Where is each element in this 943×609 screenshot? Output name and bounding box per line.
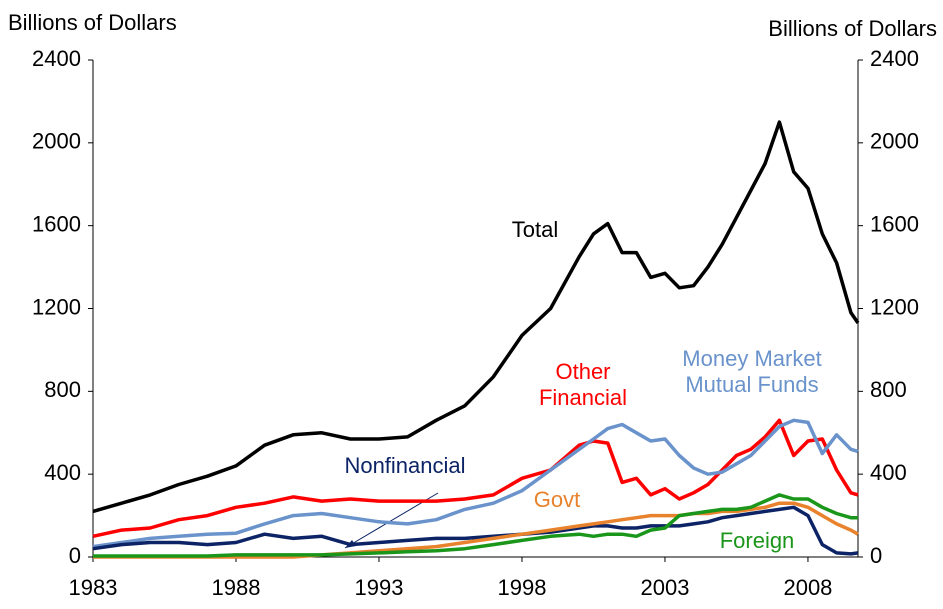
series-line: [93, 493, 858, 558]
x-tick-label: 2003: [640, 575, 689, 600]
series-label: Foreign: [719, 528, 795, 553]
y2-tick-label: 400: [870, 460, 907, 485]
series-line: [92, 120, 860, 514]
series-label: Govt: [533, 487, 581, 512]
y-tick-label: 2400: [32, 46, 81, 71]
series-line: [92, 418, 859, 549]
series-line: [92, 505, 859, 556]
y2-tick-label: 1200: [870, 294, 919, 319]
y-axis-label: Billions of Dollars: [8, 10, 177, 35]
y2-tick-label: 0: [870, 543, 882, 568]
y2-tick-label: 1600: [870, 211, 919, 236]
y-tick-label: 2000: [32, 129, 81, 154]
series-label: Total: [511, 217, 559, 242]
x-tick-label: 2008: [783, 575, 832, 600]
x-tick-label: 1988: [212, 575, 261, 600]
y2-tick-label: 800: [870, 377, 907, 402]
y2-tick-label: 2400: [870, 46, 919, 71]
x-tick-label: 1998: [497, 575, 546, 600]
y-tick-label: 400: [44, 460, 81, 485]
y-tick-label: 0: [69, 543, 81, 568]
series-label: Money Market Mutual Funds: [682, 346, 822, 397]
y-tick-label: 1200: [32, 294, 81, 319]
x-tick-label: 1993: [355, 575, 404, 600]
series-label: Other Financial: [538, 359, 628, 410]
y2-axis-label: Billions of Dollars: [768, 16, 937, 41]
y-tick-label: 800: [44, 377, 81, 402]
x-tick-label: 1983: [69, 575, 118, 600]
series-line: [92, 418, 859, 539]
series-label: Nonfinancial: [344, 453, 466, 478]
y-tick-label: 1600: [32, 211, 81, 236]
series-line: [93, 501, 859, 559]
y2-tick-label: 2000: [870, 129, 919, 154]
